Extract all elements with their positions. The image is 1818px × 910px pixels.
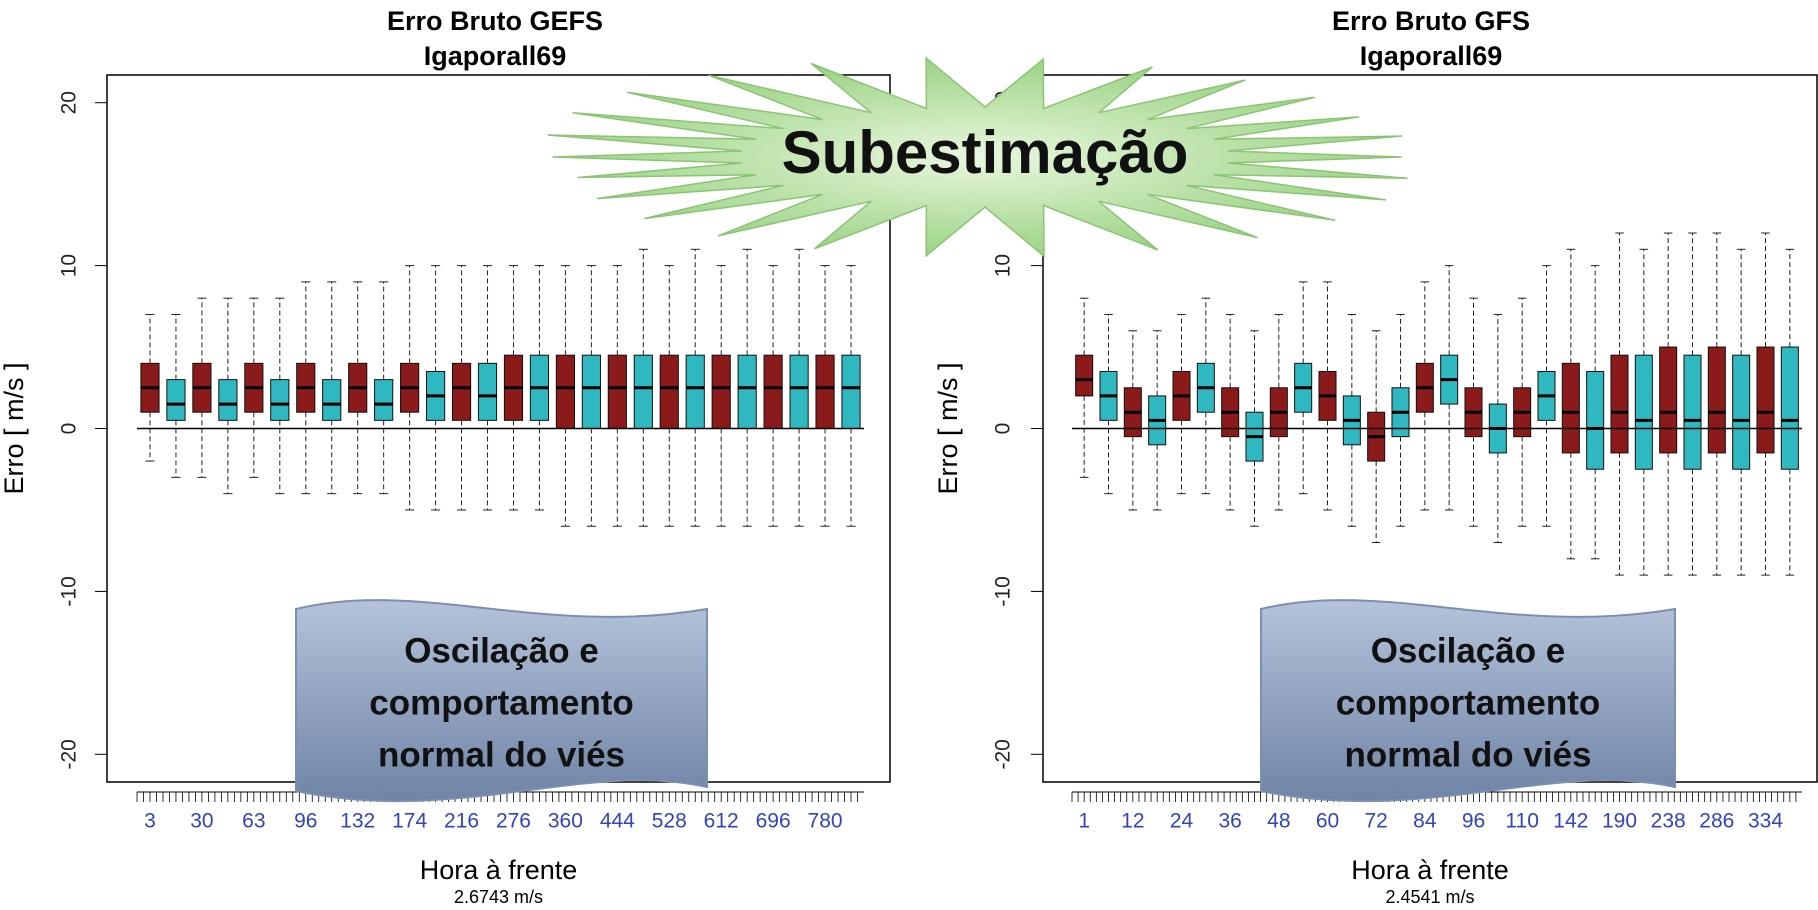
x-tick-label: 360 <box>548 810 583 833</box>
x-tick-label: 63 <box>242 810 265 833</box>
x-tick-label: 30 <box>190 810 213 833</box>
box <box>738 355 756 428</box>
x-tick-label: 190 <box>1602 810 1637 833</box>
box <box>1684 355 1701 469</box>
x-tick-label: 24 <box>1170 810 1194 833</box>
y-tick-label: 0 <box>992 423 1015 435</box>
banner-text: normal do viés <box>378 735 625 774</box>
box <box>816 355 834 428</box>
x-tick-label: 216 <box>444 810 479 833</box>
banner-text: normal do viés <box>1344 735 1591 774</box>
box <box>271 380 289 421</box>
summary-note: 2.6743 m/s <box>454 887 543 907</box>
box <box>1635 355 1652 469</box>
x-tick-label: 444 <box>600 810 635 833</box>
box <box>1587 371 1604 469</box>
x-tick-label: 238 <box>1651 810 1686 833</box>
x-tick-label: 12 <box>1121 810 1144 833</box>
chart-title: Erro Bruto GFS <box>1332 6 1530 36</box>
y-tick-label: 20 <box>58 91 81 114</box>
box <box>1708 347 1725 453</box>
x-tick-label: 36 <box>1218 810 1241 833</box>
x-tick-label: 96 <box>294 810 317 833</box>
box <box>478 363 496 420</box>
y-axis-label: Erro [ m/s ] <box>933 362 963 494</box>
box <box>686 355 704 428</box>
x-tick-label: 3 <box>144 810 156 833</box>
y-tick-label: 10 <box>58 254 81 277</box>
x-tick-label: 696 <box>756 810 791 833</box>
box <box>375 380 393 421</box>
x-tick-label: 48 <box>1267 810 1290 833</box>
box <box>452 363 470 420</box>
chart-title: Erro Bruto GEFS <box>387 6 603 36</box>
y-tick-label: 0 <box>58 423 81 435</box>
box <box>219 380 237 421</box>
box <box>764 355 782 428</box>
box <box>582 355 600 428</box>
x-tick-label: 110 <box>1505 810 1538 833</box>
box <box>842 355 860 428</box>
banner-text: comportamento <box>1336 683 1600 722</box>
box <box>1076 355 1093 396</box>
box <box>1611 355 1628 453</box>
x-tick-label: 72 <box>1364 810 1387 833</box>
x-tick-label: 612 <box>704 810 739 833</box>
banner-text: comportamento <box>369 683 633 722</box>
x-tick-label: 286 <box>1699 810 1734 833</box>
x-tick-label: 334 <box>1748 810 1783 833</box>
summary-note: 2.4541 m/s <box>1385 887 1474 907</box>
box <box>608 355 626 428</box>
chart-subtitle: Igaporall69 <box>424 41 567 71</box>
x-tick-label: 132 <box>340 810 375 833</box>
callout-text: Subestimação <box>782 119 1189 186</box>
x-tick-label: 1 <box>1078 810 1090 833</box>
x-tick-label: 142 <box>1553 810 1588 833</box>
box <box>660 355 678 428</box>
banner-text: Oscilação e <box>1371 631 1566 670</box>
banner-text: Oscilação e <box>404 631 599 670</box>
x-tick-label: 60 <box>1316 810 1339 833</box>
box <box>790 355 808 428</box>
x-axis-label: Hora à frente <box>420 855 578 885</box>
box <box>323 380 341 421</box>
x-tick-label: 780 <box>808 810 843 833</box>
y-tick-label: 10 <box>992 254 1015 277</box>
box <box>634 355 652 428</box>
x-tick-label: 528 <box>652 810 687 833</box>
box <box>712 355 730 428</box>
x-axis-label: Hora à frente <box>1351 855 1509 885</box>
y-tick-label: -10 <box>58 576 81 606</box>
box <box>1757 347 1774 453</box>
x-tick-label: 84 <box>1413 810 1437 833</box>
chart: Erro Bruto GEFS Igaporall69 Erro [ m/s ] Ho… <box>0 0 1818 910</box>
y-tick-label: -10 <box>992 576 1015 606</box>
box <box>1562 363 1579 453</box>
box <box>1660 347 1677 453</box>
x-tick-label: 276 <box>496 810 531 833</box>
x-tick-label: 174 <box>392 810 427 833</box>
x-tick-label: 96 <box>1462 810 1485 833</box>
y-tick-label: -20 <box>992 739 1015 769</box>
y-axis-label: Erro [ m/s ] <box>0 362 29 494</box>
box <box>167 380 185 421</box>
box <box>1733 355 1750 469</box>
y-tick-label: -20 <box>58 739 81 769</box>
box <box>1781 347 1798 469</box>
box <box>556 355 574 428</box>
chart-subtitle: Igaporall69 <box>1360 41 1503 71</box>
